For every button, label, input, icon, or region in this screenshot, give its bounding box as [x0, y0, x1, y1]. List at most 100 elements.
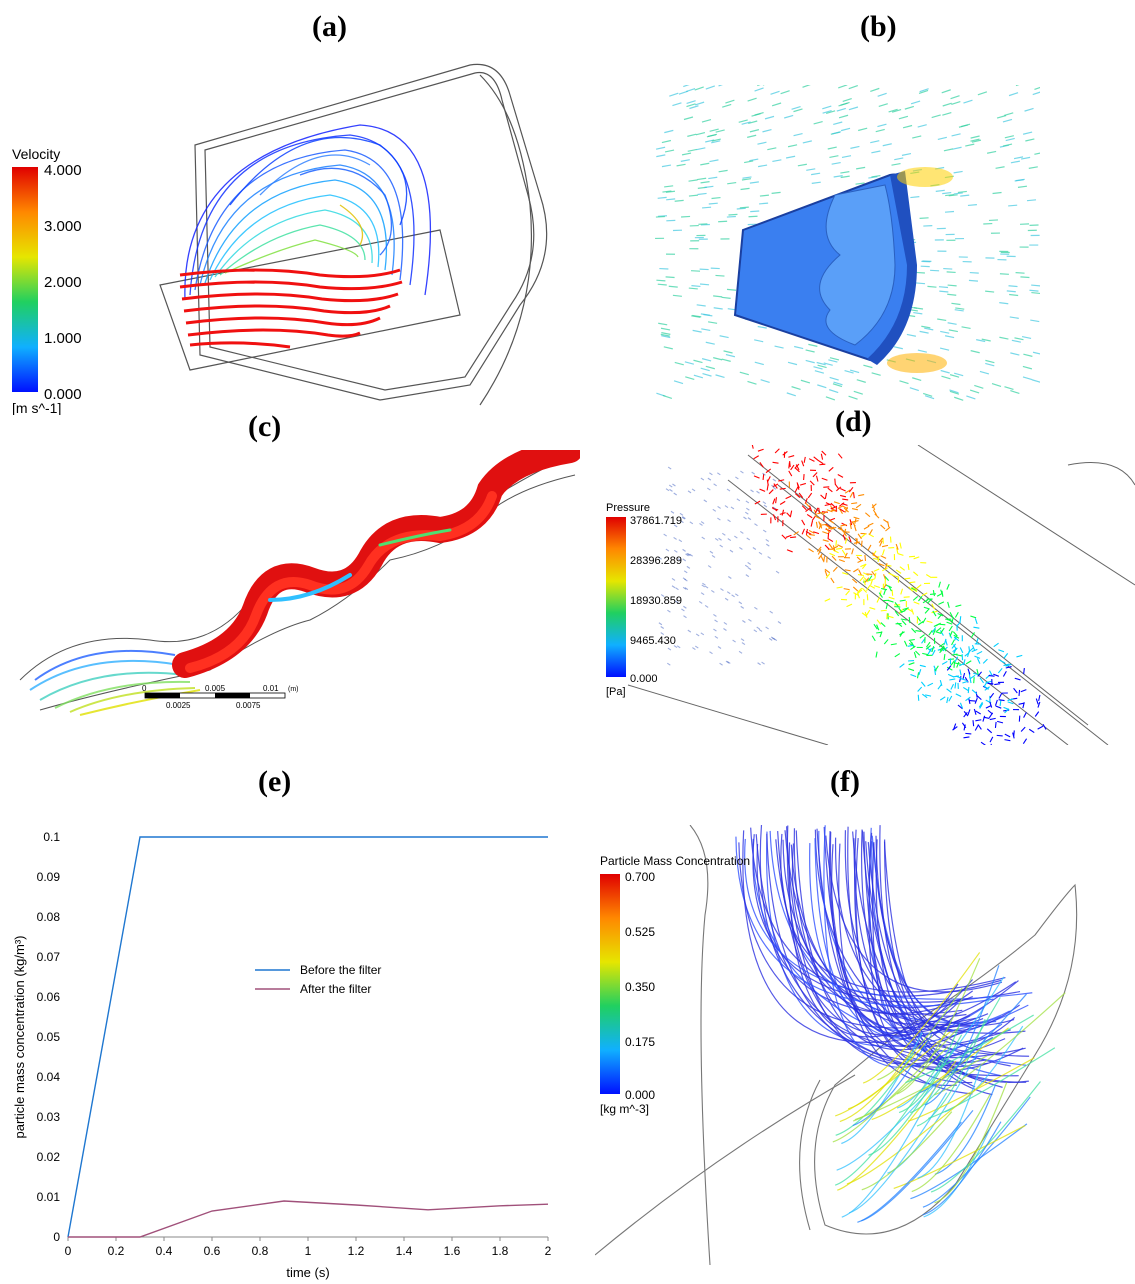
pressure-vector	[913, 571, 919, 577]
pressure-vector	[898, 607, 903, 614]
pressure-vector	[896, 547, 899, 554]
pressure-vector	[916, 616, 921, 622]
pressure-vector	[989, 736, 994, 743]
velocity-vector	[705, 85, 716, 90]
pressure-vector	[951, 617, 954, 624]
pressure-vector	[767, 556, 771, 560]
pressure-vector	[754, 606, 758, 610]
velocity-vector	[711, 138, 721, 142]
pressure-vector	[867, 522, 874, 527]
particle-streamline	[852, 1034, 933, 1127]
pressure-vector	[838, 502, 845, 507]
concentration-tick: 0.525	[625, 925, 655, 939]
pressure-vector	[823, 486, 830, 488]
pressure-vector	[885, 602, 889, 609]
pressure-vector	[665, 488, 670, 492]
pressure-vector	[844, 537, 848, 544]
scale-tick: 0.01	[263, 684, 279, 693]
pressure-vector	[741, 642, 746, 645]
pressure-vector	[888, 585, 892, 592]
pressure-vector	[929, 646, 936, 651]
pressure-vector	[730, 506, 735, 510]
pressure-vector	[709, 472, 713, 476]
filter-body	[733, 171, 917, 365]
pressure-vector	[993, 642, 999, 648]
velocity-vector	[760, 379, 770, 383]
pressure-vector	[959, 616, 962, 623]
velocity-vector	[1023, 353, 1033, 357]
velocity-vector	[793, 132, 803, 137]
velocity-vector	[757, 325, 767, 329]
pressure-vector	[939, 623, 946, 626]
pressure-vector	[713, 628, 717, 632]
pressure-vector	[714, 619, 718, 623]
pressure-vector	[924, 608, 930, 614]
pressure-vector	[707, 565, 712, 569]
pressure-vector	[685, 553, 689, 557]
velocity-vector	[1004, 135, 1014, 139]
pressure-vector	[908, 617, 911, 624]
velocity-vector	[842, 97, 852, 102]
velocity-vector	[863, 364, 873, 369]
velocity-vector	[718, 169, 728, 173]
pressure-vector	[670, 510, 675, 514]
velocity-vector	[664, 129, 674, 134]
velocity-vector	[688, 179, 698, 182]
velocity-vector	[683, 85, 690, 88]
pressure-vector	[877, 555, 880, 562]
pressure-vector	[863, 525, 870, 530]
scale-unit: (m)	[288, 686, 299, 693]
pressure-vector	[953, 661, 956, 668]
panel-f-particle-streamlines: Particle Mass Concentration 0.700 0.525 …	[595, 825, 1135, 1265]
velocity-vector	[705, 139, 715, 143]
velocity-vector	[848, 85, 858, 90]
velocity-vector	[919, 330, 929, 334]
velocity-vector	[891, 108, 902, 113]
pressure-vector	[1037, 725, 1044, 730]
velocity-vector	[917, 124, 927, 128]
velocity-vector	[882, 143, 892, 147]
pressure-vector	[953, 723, 957, 730]
pressure-vector	[765, 626, 769, 630]
particle-streamline	[865, 841, 993, 1096]
pressure-vector	[806, 513, 813, 519]
velocity-vector	[793, 108, 803, 113]
velocity-vector	[1031, 284, 1040, 287]
velocity-vector	[935, 189, 945, 192]
velocity-vector	[787, 144, 798, 148]
velocity-vector	[689, 105, 699, 110]
pressure-vector	[949, 678, 956, 681]
pressure-vector	[771, 637, 776, 641]
velocity-vector	[891, 162, 901, 166]
particle-streamline	[852, 831, 963, 1034]
pressure-vector	[660, 626, 665, 629]
pressure-vector	[824, 568, 831, 574]
velocity-vector	[811, 181, 821, 184]
pressure-vector	[1003, 653, 1009, 659]
pressure-vector	[849, 523, 852, 530]
pressure-vector	[852, 586, 859, 592]
series-before-filter-line	[67, 836, 548, 1238]
pressure-vector	[849, 519, 853, 526]
velocity-vector	[719, 335, 729, 339]
pressure-vector	[974, 697, 978, 704]
velocity-tick: 3.000	[44, 218, 82, 235]
velocity-vector	[658, 322, 668, 326]
pressure-vector	[821, 477, 828, 481]
velocity-vector	[1011, 339, 1021, 343]
particle-streamline	[835, 1053, 915, 1136]
pressure-vector	[789, 510, 793, 517]
pressure-vector	[887, 599, 894, 603]
velocity-vector	[871, 174, 881, 178]
pressure-vector	[711, 554, 716, 558]
velocity-vector	[655, 146, 666, 150]
pressure-vector	[794, 493, 801, 498]
pressure-vector	[946, 583, 950, 590]
velocity-vector	[681, 152, 692, 156]
concentration-colorbar-title: Particle Mass Concentration	[600, 854, 750, 868]
pressure-vector	[857, 559, 864, 563]
particle-streamline	[756, 843, 963, 1015]
pressure-vector	[777, 621, 782, 624]
pressure-vector	[959, 676, 962, 683]
velocity-vector	[780, 90, 790, 95]
